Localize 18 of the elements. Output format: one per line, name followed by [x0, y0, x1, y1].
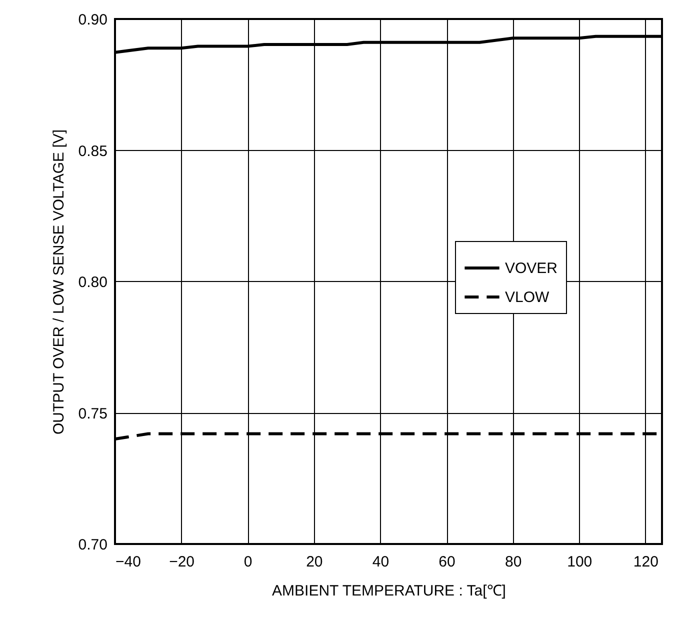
x-tick-label: 40 — [372, 554, 390, 570]
x-tick-label: 0 — [244, 554, 252, 570]
y-axis-title: OUTPUT OVER / LOW SENSE VOLTAGE [V] — [50, 129, 68, 435]
x-tick-label: 20 — [306, 554, 323, 570]
y-tick-label: 0.80 — [78, 274, 108, 291]
x-tick-label: 120 — [633, 554, 658, 570]
legend-label: VLOW — [505, 289, 550, 306]
x-tick-label: 80 — [504, 554, 522, 570]
x-tick-label: 60 — [438, 554, 456, 570]
y-tick-label: 0.85 — [78, 142, 108, 160]
x-axis-title: AMBIENT TEMPERATURE : Ta[℃] — [272, 582, 506, 600]
y-tick-label: 0.75 — [78, 405, 108, 422]
x-tick-label: −20 — [169, 554, 195, 570]
legend-label: VOVER — [505, 260, 558, 277]
x-tick-label: −40 — [116, 554, 141, 570]
y-tick-label: 0.90 — [78, 12, 108, 28]
x-tick-label: 100 — [567, 554, 592, 570]
y-tick-label: 0.70 — [78, 536, 108, 554]
